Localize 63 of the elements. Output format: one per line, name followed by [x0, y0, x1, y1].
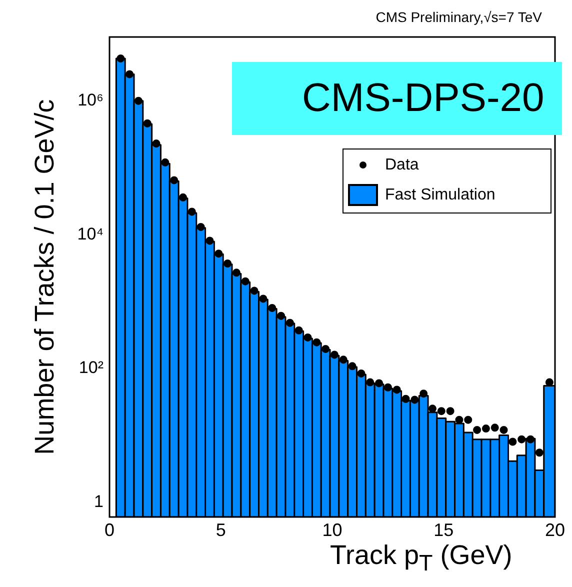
- point: [304, 333, 312, 342]
- point: [402, 394, 410, 403]
- point: [500, 426, 508, 434]
- point: [161, 158, 170, 166]
- point: [286, 318, 294, 327]
- point: [232, 268, 240, 277]
- point: [392, 386, 401, 394]
- x-tick-label: 0: [104, 520, 115, 540]
- point: [437, 407, 446, 416]
- point: [375, 379, 384, 388]
- point: [535, 448, 544, 457]
- point: [152, 140, 160, 148]
- legend-label: Fast Simulation: [385, 186, 496, 204]
- point: [277, 312, 286, 320]
- y-axis-title: Number of Tracks / 0.1 GeV/c: [30, 99, 60, 455]
- point: [188, 208, 196, 216]
- point: [196, 222, 205, 231]
- point: [330, 350, 338, 359]
- point: [170, 176, 178, 184]
- point: [526, 435, 534, 444]
- point: [473, 426, 482, 434]
- x-tick-label: 10: [322, 520, 342, 540]
- point: [134, 96, 142, 105]
- x-axis-title: Track p$_{T}$ (GeV): [330, 540, 512, 576]
- point: [490, 424, 499, 432]
- point: [410, 396, 419, 404]
- y-tick-label: 10⁴: [77, 224, 104, 244]
- point: [268, 304, 276, 312]
- y-tick-label: 1: [94, 492, 104, 511]
- point: [294, 326, 303, 334]
- point: [348, 362, 356, 370]
- point: [250, 286, 258, 295]
- point: [116, 54, 125, 62]
- point: [339, 356, 348, 364]
- point: [384, 383, 392, 392]
- point: [224, 259, 232, 268]
- point: [455, 416, 464, 424]
- point: [126, 70, 134, 78]
- point: [518, 435, 526, 444]
- point: [464, 416, 472, 424]
- legend-label: Data: [385, 156, 419, 174]
- x-tick-label: 20: [544, 520, 566, 540]
- point: [357, 369, 366, 378]
- point: [312, 338, 321, 346]
- point: [206, 236, 214, 245]
- point: [179, 193, 188, 202]
- point: [428, 404, 436, 413]
- point: [259, 294, 268, 303]
- point: [143, 119, 152, 128]
- point: [482, 424, 490, 433]
- point: [322, 344, 330, 353]
- annotation: CMS-DPS-20: [232, 62, 562, 135]
- chart-title: CMS Preliminary,√s=7 TeV: [376, 9, 542, 25]
- point: [420, 390, 428, 398]
- y-tick-label: 10⁶: [78, 90, 104, 110]
- point: [446, 407, 454, 416]
- point: [366, 378, 374, 386]
- point: [214, 250, 223, 258]
- x-tick-label: 15: [434, 520, 454, 540]
- point: [508, 438, 517, 446]
- y-tick-label: 10²: [78, 358, 104, 378]
- x-tick-label: 5: [216, 520, 226, 540]
- point: [241, 277, 250, 286]
